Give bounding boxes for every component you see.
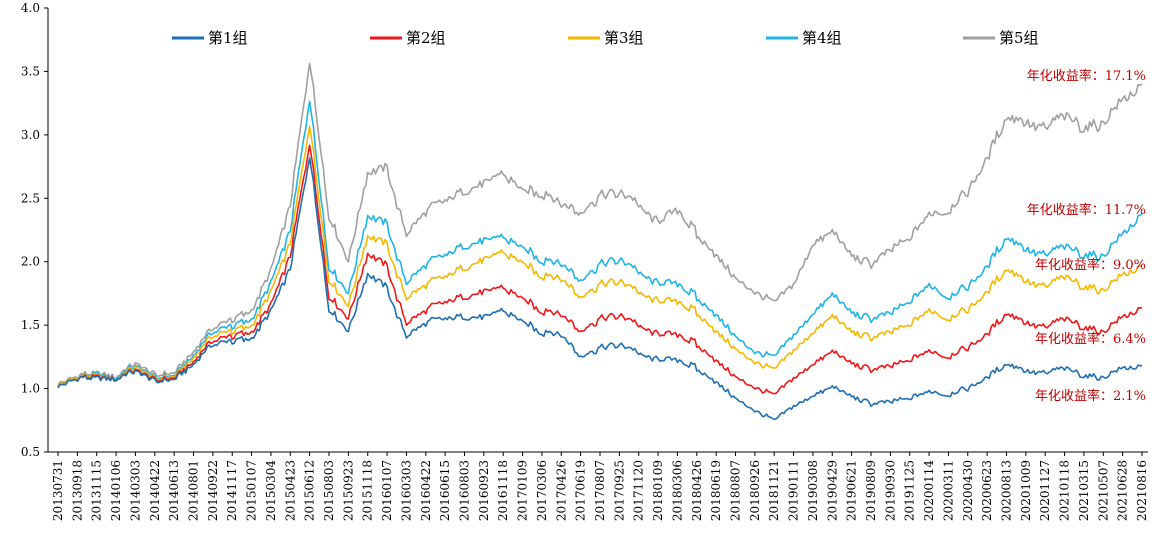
- annual-return-label: 年化收益率：17.1%: [1027, 68, 1146, 84]
- x-tick-label: 20190621: [845, 460, 859, 521]
- x-tick-label: 20180926: [748, 460, 762, 521]
- x-tick-label: 20191125: [903, 460, 917, 521]
- x-tick-label: 20150923: [341, 460, 355, 521]
- y-tick-labels: 0.5 1.0 1.5 2.0 2.5 3.0 3.5 4.0: [21, 1, 40, 459]
- x-tick-label: 20181121: [767, 460, 781, 521]
- x-tick-label: 20161118: [496, 460, 510, 521]
- x-tick-label: 20160615: [438, 460, 452, 521]
- annual-return-label: 年化收益率：2.1%: [1035, 388, 1146, 404]
- series-line-5: [57, 62, 1143, 386]
- y-tick-label: 4.0: [21, 1, 40, 15]
- x-tick-label: 20201127: [1038, 460, 1052, 521]
- x-tick-label: 20190930: [883, 460, 897, 521]
- annual-return-label: 年化收益率：6.4%: [1035, 331, 1146, 347]
- x-tick-label: 20190308: [806, 460, 820, 521]
- x-tick-label: 20170925: [612, 460, 626, 521]
- x-tick-label: 20210507: [1096, 460, 1110, 521]
- x-tick-label: 20150107: [245, 460, 259, 521]
- x-tick-label: 20190429: [825, 460, 839, 521]
- x-tick-label: 20190809: [864, 460, 878, 521]
- x-tick-label: 20140422: [148, 460, 162, 521]
- x-tick-label: 20210315: [1077, 460, 1091, 521]
- legend-label: 第4组: [802, 29, 842, 47]
- x-tick-label: 20160422: [419, 460, 433, 521]
- y-tick-label: 2.5: [21, 191, 40, 205]
- x-tick-label: 20210816: [1135, 460, 1149, 521]
- x-tick-label: 20200623: [980, 460, 994, 521]
- x-tick-labels: 20130731 20130918 20131115 20140106 20140303…: [51, 460, 1149, 521]
- x-tick-label: 20200311: [941, 460, 955, 521]
- legend: 第1组 第2组 第3组 第4组 第5组: [172, 29, 1039, 47]
- x-tick-label: 20160923: [477, 460, 491, 521]
- x-tick-label: 20160303: [399, 460, 413, 521]
- y-tick-label: 1.5: [21, 318, 40, 332]
- x-tick-label: 20140801: [187, 460, 201, 521]
- series-line-4: [57, 100, 1143, 387]
- y-tick-label: 0.5: [21, 445, 40, 459]
- x-tick-label: 20200430: [961, 460, 975, 521]
- x-tick-label: 20190111: [787, 460, 801, 521]
- x-tick-label: 20140106: [109, 460, 123, 521]
- x-tick-label: 20130731: [51, 460, 65, 521]
- y-tick-label: 1.0: [21, 382, 40, 396]
- x-tick-label: 20150803: [322, 460, 336, 521]
- x-tick-label: 20171120: [632, 460, 646, 521]
- x-tick-label: 20180306: [670, 460, 684, 521]
- x-tick-label: 20141117: [225, 460, 239, 521]
- annotations: 年化收益率：17.1% 年化收益率：11.7% 年化收益率：9.0% 年化收益率：6.…: [1027, 68, 1146, 404]
- x-tick-label: 20140922: [206, 460, 220, 521]
- x-tick-label: 20160107: [380, 460, 394, 521]
- annual-return-label: 年化收益率：9.0%: [1035, 257, 1146, 273]
- x-tick-label: 20140303: [128, 460, 142, 521]
- x-tick-label: 20130918: [70, 460, 84, 521]
- x-tick-label: 20180426: [690, 460, 704, 521]
- x-tick-label: 20180807: [729, 460, 743, 521]
- x-tick-label: 20150612: [303, 460, 317, 521]
- x-tick-label: 20200813: [1000, 460, 1014, 521]
- y-tick-label: 2.0: [21, 255, 40, 269]
- series-line-1: [57, 157, 1143, 421]
- x-tick-label: 20160803: [458, 460, 472, 521]
- x-tick-label: 20140613: [167, 460, 181, 521]
- x-tick-label: 20201009: [1019, 460, 1033, 521]
- axes: [44, 7, 1148, 456]
- annual-return-label: 年化收益率：11.7%: [1027, 202, 1146, 218]
- series-line-3: [57, 125, 1143, 387]
- x-tick-label: 20180109: [651, 460, 665, 521]
- legend-label: 第3组: [604, 29, 644, 47]
- legend-label: 第1组: [208, 29, 248, 47]
- x-tick-label: 20131115: [90, 460, 104, 521]
- x-tick-label: 20150423: [283, 460, 297, 521]
- x-tick-label: 20170426: [554, 460, 568, 521]
- legend-label: 第5组: [999, 29, 1039, 47]
- x-tick-label: 20170619: [574, 460, 588, 521]
- x-tick-label: 20170306: [535, 460, 549, 521]
- y-tick-label: 3.0: [21, 128, 40, 142]
- x-tick-label: 20180619: [709, 460, 723, 521]
- x-tick-label: 20200114: [922, 460, 936, 521]
- x-tick-label: 20210118: [1058, 460, 1072, 521]
- series-line-2: [57, 144, 1143, 395]
- x-tick-label: 20210628: [1116, 460, 1130, 521]
- legend-label: 第2组: [406, 29, 446, 47]
- series-lines: [57, 62, 1143, 421]
- x-tick-label: 20170807: [593, 460, 607, 521]
- x-tick-label: 20170109: [516, 460, 530, 521]
- x-tick-label: 20150304: [264, 460, 278, 521]
- x-tick-label: 20151118: [361, 460, 375, 521]
- y-tick-label: 3.5: [21, 64, 40, 78]
